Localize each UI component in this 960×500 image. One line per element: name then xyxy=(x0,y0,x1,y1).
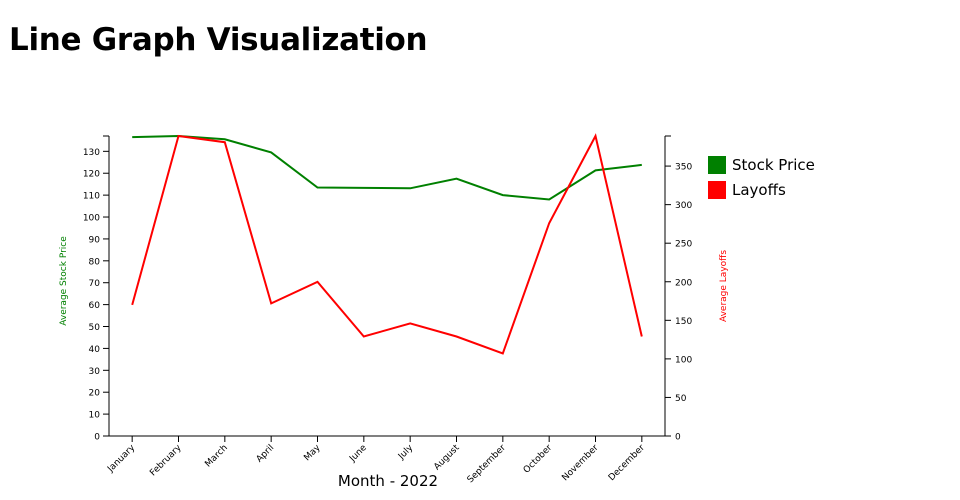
y-left-tick-label: 70 xyxy=(89,279,101,289)
y-right-tick-label: 150 xyxy=(675,317,692,327)
y-left-tick-label: 120 xyxy=(83,170,100,180)
y-right-tick-label: 0 xyxy=(675,433,681,443)
series-line-stock-price xyxy=(132,134,642,201)
x-tick-label: June xyxy=(347,443,369,465)
legend-swatch xyxy=(708,181,726,199)
series-lines xyxy=(131,133,643,355)
y-left-tick-label: 40 xyxy=(89,345,101,355)
y-right-tick-label: 250 xyxy=(675,240,692,250)
y-right-tick-label: 200 xyxy=(675,278,692,288)
x-tick-label: November xyxy=(560,443,600,483)
y-right-tick-label: 300 xyxy=(675,201,692,211)
x-tick-label: February xyxy=(148,443,184,479)
x-tick-label: January xyxy=(105,443,137,475)
series-line-layoffs xyxy=(131,133,643,355)
x-tick-label: May xyxy=(302,443,323,464)
x-tick-label: July xyxy=(396,443,416,463)
legend-swatch xyxy=(708,156,726,174)
y-left-tick-label: 100 xyxy=(83,214,100,224)
y-left-tick-label: 80 xyxy=(89,257,101,267)
x-tick-label: April xyxy=(255,443,277,465)
y-axis-right-label: Average Layoffs xyxy=(719,250,729,322)
y-right-tick-label: 350 xyxy=(675,163,692,173)
legend-label: Stock Price xyxy=(732,156,815,174)
y-axis-left-label: Average Stock Price xyxy=(59,236,69,326)
y-left-tick-label: 90 xyxy=(89,235,101,245)
legend: Stock Price Layoffs xyxy=(708,156,815,199)
x-tick-label: August xyxy=(432,443,462,473)
y-left-tick-label: 60 xyxy=(89,301,101,311)
y-left-tick-label: 50 xyxy=(89,323,101,333)
y-left-tick-label: 20 xyxy=(89,389,101,399)
y-left-tick-label: 130 xyxy=(83,148,100,158)
x-tick-label: March xyxy=(203,443,229,469)
y-left-tick-label: 0 xyxy=(94,433,100,443)
y-left-tick-label: 110 xyxy=(83,192,100,202)
y-right-tick-label: 50 xyxy=(675,394,687,404)
y-left-tick-label: 10 xyxy=(89,411,101,421)
y-left-tick-label: 30 xyxy=(89,367,101,377)
legend-label: Layoffs xyxy=(732,181,786,199)
y-right-tick-label: 100 xyxy=(675,355,692,365)
x-tick-label: October xyxy=(522,443,555,476)
x-axis-label: Month - 2022 xyxy=(338,472,438,490)
y-axis-left: 0 10 20 30 40 50 60 70 80 90 100 110 120 130 xyxy=(83,135,110,443)
y-axis-right: 0 50 100 150 200 250 300 350 xyxy=(664,135,692,443)
page-title: Line Graph Visualization xyxy=(9,22,428,58)
x-tick-label: September xyxy=(466,443,508,485)
x-tick-label: December xyxy=(607,443,647,483)
